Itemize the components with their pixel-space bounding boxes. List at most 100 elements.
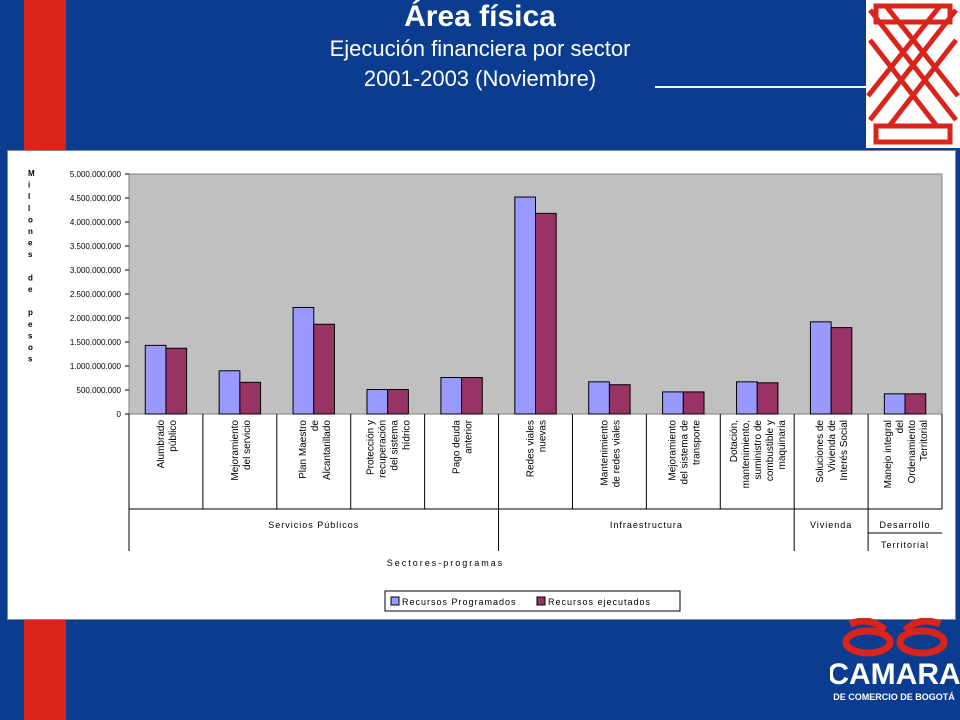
bar-ejecutados xyxy=(608,384,631,415)
category-label: Mejoramiento xyxy=(667,420,678,481)
category-label: de redes viales xyxy=(611,420,622,487)
category-label: recuperación xyxy=(378,420,389,478)
category-label: Territorial xyxy=(919,420,930,461)
legend-swatch-ejecutados xyxy=(536,596,546,606)
bar-programados xyxy=(144,344,167,415)
y-axis-label-char: s xyxy=(28,250,33,259)
category-label-group: Redes viales nuevas xyxy=(526,420,549,477)
slide-subtitle-line2: 2001-2003 (Noviembre) xyxy=(363,66,597,91)
y-tick-label: 1.500.000.000 xyxy=(70,338,122,347)
category-label-group: Pago deuda anterior xyxy=(452,419,475,474)
y-axis-label-char: e xyxy=(28,239,33,248)
y-tick-label: 3.500.000.000 xyxy=(70,242,122,251)
category-label: público xyxy=(168,420,179,452)
y-axis-label-char: s xyxy=(28,331,33,340)
y-tick-label: 0 xyxy=(117,410,122,419)
category-label: Vivienda de xyxy=(827,420,838,473)
category-label-group: Dotación, mantenimiento, suministro de comb… xyxy=(729,420,788,489)
category-label: Mejoramiento xyxy=(230,420,241,481)
camara-emblem-icon xyxy=(842,618,948,657)
logo-name: CAMARA xyxy=(830,658,960,691)
bar-programados xyxy=(218,370,241,415)
category-label-group: Mejoramiento del servicio xyxy=(230,420,253,481)
bar-ejecutados xyxy=(239,381,262,415)
bar-programados xyxy=(292,306,315,415)
category-label: Ordenamiento xyxy=(907,420,918,484)
category-label: del servicio xyxy=(242,420,253,470)
bar-ejecutados xyxy=(535,212,557,415)
y-axis-label-char: p xyxy=(28,308,33,317)
y-axis-label-char: l xyxy=(28,204,30,213)
category-label: combustible y xyxy=(765,420,776,481)
bar-ejecutados xyxy=(461,377,483,415)
bar-ejecutados xyxy=(756,382,779,415)
y-tick-label: 5.000.000.000 xyxy=(70,170,122,179)
title-underline xyxy=(655,86,867,88)
category-label: Alcantarillado xyxy=(322,420,333,480)
category-label: Alumbrado xyxy=(156,420,167,469)
bar-ejecutados xyxy=(313,323,335,415)
category-label-group: Protección y recuperación del sistema hídri… xyxy=(366,420,413,478)
y-axis-label-char: n xyxy=(28,227,33,236)
bar-chart: 0 500.000.000 1.000.000.000 1.500.000.000 2.… xyxy=(28,169,943,612)
legend-label-programados: Recursos Programados xyxy=(402,597,517,607)
x-axis-label: Sectores-programas xyxy=(387,558,505,568)
group-label: Servicios Públicos xyxy=(268,520,359,530)
y-tick-label: 4.500.000.000 xyxy=(70,194,122,203)
bar-ejecutados xyxy=(682,391,705,415)
category-label-group: Alumbrado público xyxy=(156,420,179,469)
bar-ejecutados xyxy=(165,347,188,415)
category-label: suministro de xyxy=(753,420,764,480)
category-label: Manejo integral xyxy=(883,420,894,488)
chart-panel: 0 500.000.000 1.000.000.000 1.500.000.000 2.… xyxy=(7,150,956,620)
y-tick-label: 4.000.000.000 xyxy=(70,218,122,227)
slide-subtitle-line1: Ejecución financiera por sector xyxy=(329,36,631,61)
bar-ejecutados xyxy=(904,393,927,415)
camara-logo: CAMARA DE COMERCIO DE BOGOTÁ xyxy=(830,618,960,702)
category-label: del sistema de xyxy=(679,420,690,485)
category-label: hídrico xyxy=(402,420,413,450)
category-label-group: Mejoramiento del sistema de transporte xyxy=(667,420,702,485)
slide-title: Área física xyxy=(404,0,556,33)
lattice-emblem-icon xyxy=(866,3,960,145)
y-axis-label-char: d xyxy=(28,273,33,282)
legend-box xyxy=(384,590,681,612)
group-label: Vivienda xyxy=(810,520,852,530)
category-label: Interés Social xyxy=(839,420,850,481)
slide-header: Área física Ejecución financiera por sec… xyxy=(60,0,900,94)
bar-programados xyxy=(366,389,389,415)
legend-swatch-programados xyxy=(390,596,400,606)
lattice-logo-box xyxy=(866,0,960,148)
category-label: Soluciones de xyxy=(815,420,826,483)
y-axis-label-char: e xyxy=(28,320,33,329)
category-label: del xyxy=(895,420,906,433)
bar-programados xyxy=(588,381,610,415)
category-label: transporte xyxy=(691,420,702,465)
category-label: Plan Maestro xyxy=(298,420,309,479)
bar-programados xyxy=(883,393,906,415)
logo-subtitle: DE COMERCIO DE BOGOTÁ xyxy=(833,692,955,702)
y-axis-label-char: o xyxy=(28,343,33,352)
category-label: Pago deuda xyxy=(452,420,463,474)
y-tick-label: 500.000.000 xyxy=(77,386,122,395)
group-label: Desarrollo xyxy=(880,520,931,530)
category-label: nuevas xyxy=(538,420,549,452)
y-tick-label: 1.000.000.000 xyxy=(70,362,122,371)
y-axis-label-char: M xyxy=(28,169,35,178)
category-label: anterior xyxy=(464,419,475,454)
bar-ejecutados xyxy=(830,327,853,415)
group-label-line2: Territorial xyxy=(881,540,929,550)
bar-programados xyxy=(662,391,684,415)
bar-programados xyxy=(736,381,758,415)
y-axis-label-char: s xyxy=(28,355,33,364)
category-label: de xyxy=(310,420,321,432)
category-label: Protección y xyxy=(366,420,377,475)
bar-programados xyxy=(514,196,536,415)
category-label: maquinaria xyxy=(777,420,788,470)
y-tick-label: 2.500.000.000 xyxy=(70,290,122,299)
category-label-group: Mantenimiento de redes viales xyxy=(599,420,622,488)
category-label: Mantenimiento xyxy=(599,420,610,486)
bar-ejecutados xyxy=(387,389,409,415)
bar-programados xyxy=(809,321,832,415)
category-label: Dotación, xyxy=(729,420,740,462)
